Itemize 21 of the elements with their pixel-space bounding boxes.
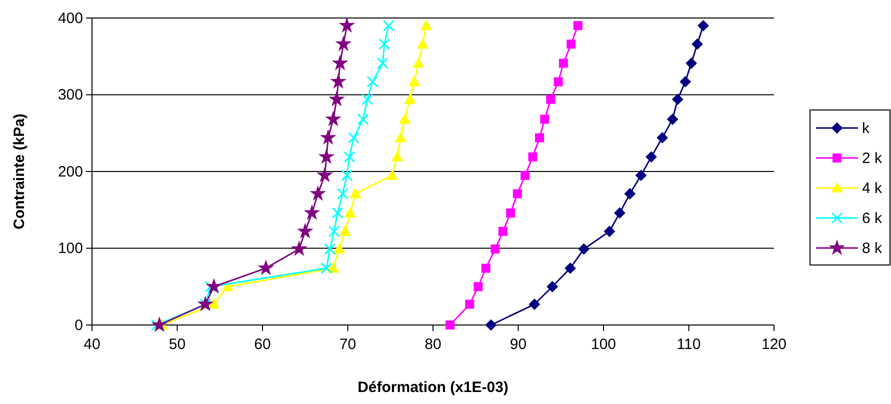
x-tick-label: 100 <box>590 336 616 353</box>
legend-label: 8 k <box>862 240 883 257</box>
legend-label: 6 k <box>862 210 883 227</box>
y-tick-label: 400 <box>58 10 83 27</box>
x-tick-label: 40 <box>84 336 100 353</box>
x-tick-label: 90 <box>510 336 527 353</box>
y-tick-label: 200 <box>58 163 83 180</box>
y-tick-label: 0 <box>74 316 83 334</box>
y-tick-label: 300 <box>58 86 83 104</box>
x-axis-title: Déformation (x1E-03) <box>358 379 508 396</box>
x-tick-label: 60 <box>254 336 271 353</box>
legend-label: 4 k <box>862 180 883 197</box>
y-axis-title: Contrainte (kPa) <box>11 114 28 230</box>
legend-label: 2 k <box>862 150 883 167</box>
legend-label: k <box>862 120 870 137</box>
x-tick-label: 80 <box>424 336 442 353</box>
x-tick-label: 70 <box>339 336 356 353</box>
x-tick-label: 50 <box>168 336 186 353</box>
x-tick-label: 120 <box>761 336 787 353</box>
x-tick-label: 110 <box>676 336 701 353</box>
y-tick-label: 100 <box>58 240 83 258</box>
